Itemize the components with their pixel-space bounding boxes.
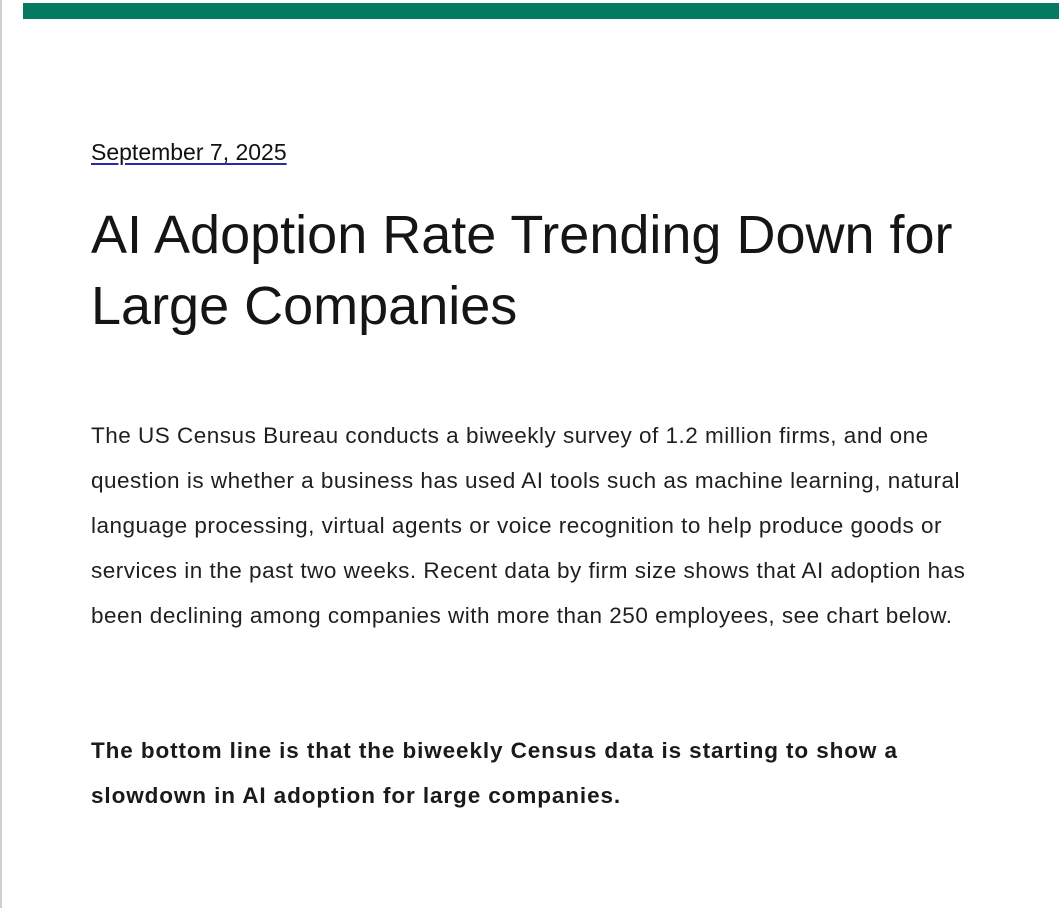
article-title: AI Adoption Rate Trending Down for Large… bbox=[91, 205, 953, 336]
article-bottom-line: The bottom line is that the biweekly Cen… bbox=[91, 738, 898, 808]
article-date-link[interactable]: September 7, 2025 bbox=[91, 139, 287, 165]
header-accent-bar bbox=[23, 3, 1059, 19]
left-border-line bbox=[0, 0, 2, 908]
article-body-paragraph: The US Census Bureau conducts a biweekly… bbox=[91, 423, 966, 628]
